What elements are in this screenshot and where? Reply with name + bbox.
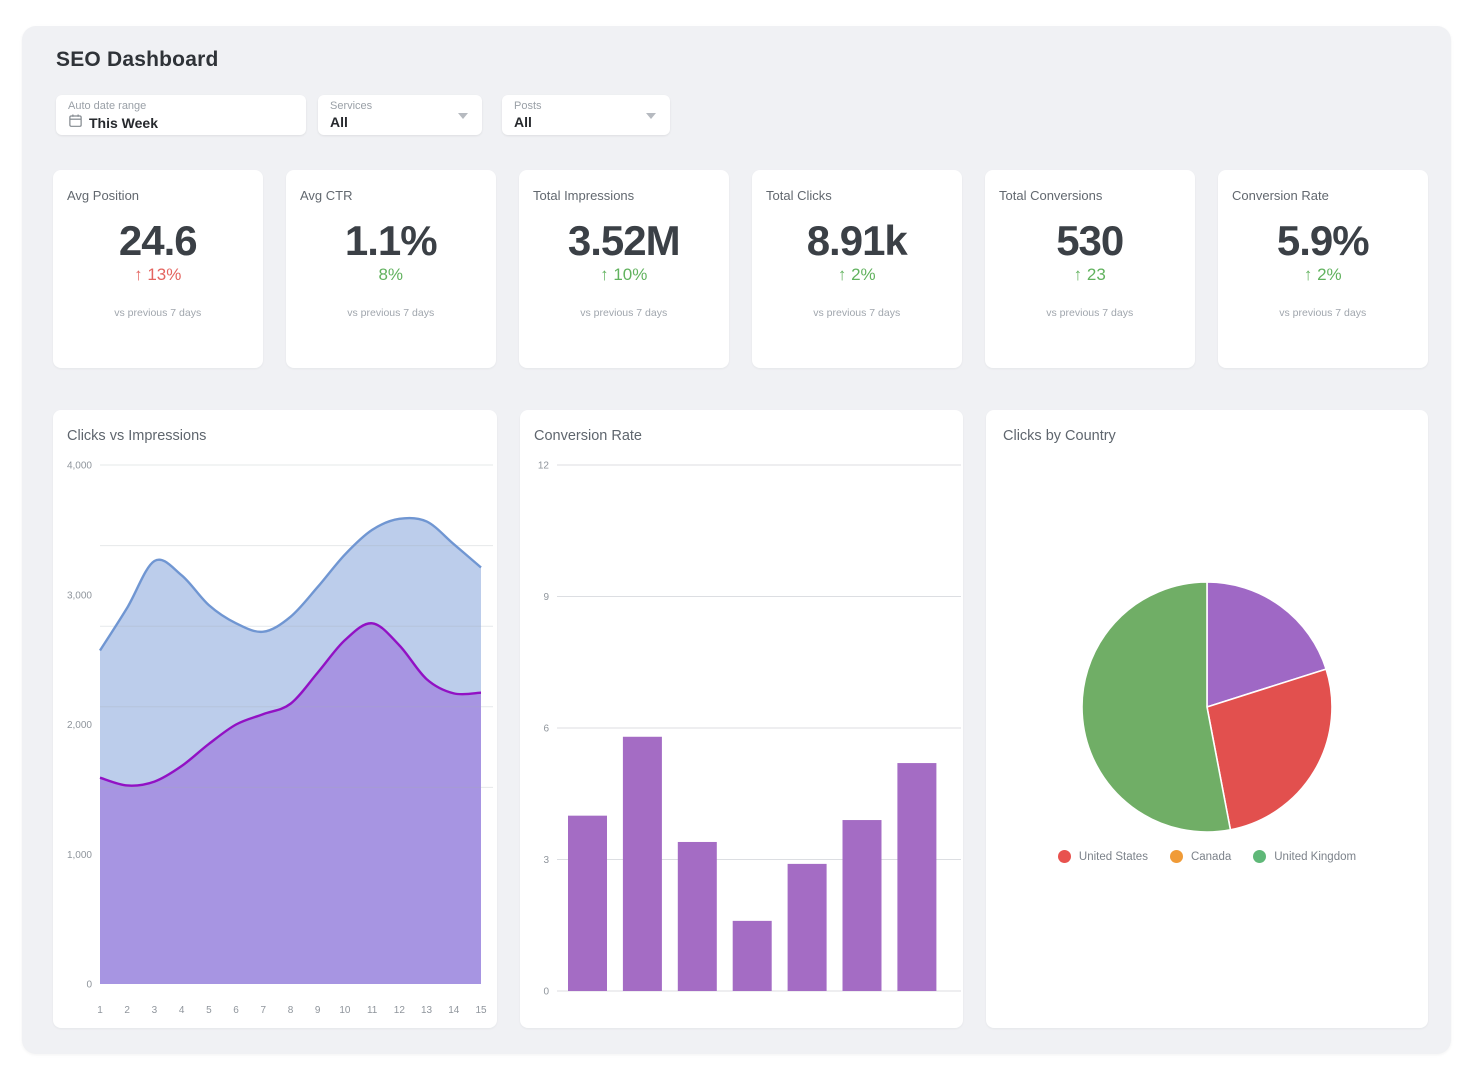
conversion-rate-chart[interactable]: 0 3 6 9 12 (520, 410, 963, 1028)
svg-text:9: 9 (543, 592, 549, 603)
date-range-label: Auto date range (68, 100, 147, 112)
legend-dot-icon (1253, 850, 1267, 863)
kpi-title: Conversion Rate (1232, 188, 1329, 203)
services-value: All (330, 114, 348, 130)
chart-title: Clicks by Country (1003, 428, 1116, 444)
chevron-down-icon (458, 113, 468, 119)
posts-value: All (514, 114, 532, 130)
date-range-selector[interactable]: Auto date range This Week (56, 95, 306, 135)
pie-legend: United States Canada United Kingdom (1057, 850, 1357, 863)
chart-title: Conversion Rate (534, 428, 642, 444)
svg-text:3: 3 (543, 855, 549, 866)
kpi-value: 530 (1056, 217, 1124, 264)
legend-label: United States (1078, 850, 1148, 863)
posts-label: Posts (514, 100, 542, 112)
clicks-vs-impressions-card: Clicks vs Impressions 0 1,000 2,000 3,000 4,… (53, 410, 497, 1028)
svg-text:1,000: 1,000 (67, 850, 92, 861)
svg-text:5: 5 (206, 1005, 212, 1016)
legend-label: United Kingdom (1274, 850, 1357, 863)
kpi-footnote: vs previous 7 days (813, 307, 901, 319)
page-title: SEO Dashboard (56, 48, 219, 71)
posts-dropdown[interactable]: Posts All (502, 95, 670, 135)
svg-text:13: 13 (421, 1005, 433, 1016)
legend-item[interactable]: United States (1057, 850, 1148, 863)
svg-text:2: 2 (124, 1005, 130, 1016)
legend-item[interactable]: Canada (1169, 850, 1232, 863)
kpi-title: Avg CTR (300, 188, 353, 203)
kpi-footnote: vs previous 7 days (1279, 307, 1367, 319)
clicks-by-country-card: Clicks by Country United States Canada Uni… (986, 410, 1428, 1028)
svg-text:8: 8 (288, 1005, 294, 1016)
kpi-title: Avg Position (67, 188, 140, 203)
calendar-icon (68, 113, 83, 132)
kpi-value: 5.9% (1276, 217, 1370, 264)
kpi-footnote: vs previous 7 days (114, 307, 202, 319)
clicks-by-country-chart[interactable] (986, 410, 1428, 1028)
svg-text:6: 6 (233, 1005, 239, 1016)
svg-text:4,000: 4,000 (67, 461, 92, 472)
chevron-down-icon (646, 113, 656, 119)
svg-text:7: 7 (261, 1005, 267, 1016)
chart-title: Clicks vs Impressions (67, 428, 207, 444)
kpi-delta: ↑ 2% (837, 265, 876, 284)
legend-dot-icon (1057, 850, 1071, 863)
kpi-card-total-clicks: Total Clicks 8.91k ↑ 2% vs previous 7 da… (752, 170, 962, 368)
kpi-value: 1.1% (344, 217, 438, 264)
kpi-card-total-impressions: Total Impressions 3.52M ↑ 10% vs previou… (519, 170, 729, 368)
kpi-row: Avg Position 24.6 ↑ 13% vs previous 7 da… (53, 170, 1428, 368)
charts-row: Clicks vs Impressions 0 1,000 2,000 3,000 4,… (53, 410, 1428, 1028)
kpi-footnote: vs previous 7 days (580, 307, 668, 319)
kpi-card-avg-ctr: Avg CTR 1.1% 8% vs previous 7 days (286, 170, 496, 368)
legend-dot-icon (1169, 850, 1183, 863)
services-dropdown[interactable]: Services All (318, 95, 482, 135)
svg-text:15: 15 (475, 1005, 487, 1016)
kpi-title: Total Clicks (766, 188, 832, 203)
kpi-card-avg-position: Avg Position 24.6 ↑ 13% vs previous 7 da… (53, 170, 263, 368)
svg-text:11: 11 (367, 1005, 378, 1016)
svg-text:14: 14 (448, 1005, 460, 1016)
legend-item[interactable]: United Kingdom (1253, 850, 1356, 863)
kpi-card-conversion-rate: Conversion Rate 5.9% ↑ 2% vs previous 7 … (1218, 170, 1428, 368)
svg-text:4: 4 (179, 1005, 185, 1016)
kpi-footnote: vs previous 7 days (1046, 307, 1134, 319)
kpi-delta: ↑ 10% (600, 265, 648, 284)
svg-text:12: 12 (538, 461, 550, 472)
svg-text:2,000: 2,000 (67, 720, 92, 731)
kpi-card-total-conversions: Total Conversions 530 ↑ 23 vs previous 7… (985, 170, 1195, 368)
filter-bar: Auto date range This Week Services All P… (56, 95, 670, 135)
svg-text:10: 10 (339, 1005, 351, 1016)
kpi-title: Total Conversions (999, 188, 1103, 203)
svg-text:12: 12 (394, 1005, 406, 1016)
dashboard-panel: SEO Dashboard Auto date range This Week … (22, 26, 1451, 1054)
kpi-value: 8.91k (806, 217, 908, 264)
kpi-delta: 8% (378, 265, 404, 284)
svg-text:1: 1 (97, 1005, 103, 1016)
services-label: Services (330, 100, 373, 112)
clicks-vs-impressions-chart[interactable]: 0 1,000 2,000 3,000 4,000 1 2 3 4 5 6 7 8 9 10 11 12 13 14… (53, 410, 497, 1028)
kpi-title: Total Impressions (533, 188, 635, 203)
kpi-value: 24.6 (118, 217, 198, 264)
svg-text:3,000: 3,000 (67, 590, 92, 601)
svg-text:0: 0 (543, 987, 549, 998)
svg-text:6: 6 (543, 724, 549, 735)
conversion-rate-card: Conversion Rate 0 3 6 9 12 (520, 410, 963, 1028)
kpi-delta: ↑ 13% (134, 265, 182, 284)
svg-text:9: 9 (315, 1005, 321, 1016)
svg-text:3: 3 (152, 1005, 158, 1016)
svg-text:0: 0 (86, 980, 92, 991)
kpi-delta: ↑ 2% (1303, 265, 1342, 284)
kpi-footnote: vs previous 7 days (347, 307, 435, 319)
legend-label: Canada (1190, 850, 1232, 863)
date-range-value: This Week (89, 114, 158, 131)
kpi-delta: ↑ 23 (1073, 265, 1106, 284)
kpi-value: 3.52M (567, 217, 681, 264)
